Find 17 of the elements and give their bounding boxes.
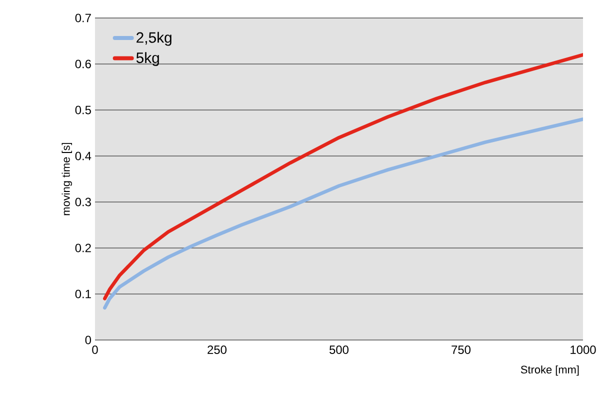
x-tick-label: 1000 bbox=[570, 346, 596, 354]
y-tick-label: 0.4 bbox=[75, 152, 92, 160]
x-axis-title: Stroke [mm] bbox=[520, 365, 579, 376]
y-tick-label: 0.7 bbox=[75, 14, 91, 22]
x-tick-label: 0 bbox=[92, 346, 98, 354]
legend-label: 5kg bbox=[136, 52, 159, 66]
y-tick-label: 0.3 bbox=[75, 198, 91, 206]
x-tick-label: 250 bbox=[208, 346, 227, 354]
x-tick-label: 750 bbox=[452, 346, 471, 354]
x-tick-label: 500 bbox=[330, 346, 349, 354]
legend-label: 2,5kg bbox=[136, 32, 172, 46]
y-tick-label: 0 bbox=[85, 336, 92, 344]
y-tick-label: 0.1 bbox=[75, 290, 91, 298]
y-axis-title: moving time [s] bbox=[62, 142, 72, 216]
y-tick-label: 0.6 bbox=[75, 60, 91, 68]
y-tick-label: 0.5 bbox=[75, 106, 91, 114]
y-tick-label: 0.2 bbox=[75, 244, 91, 252]
